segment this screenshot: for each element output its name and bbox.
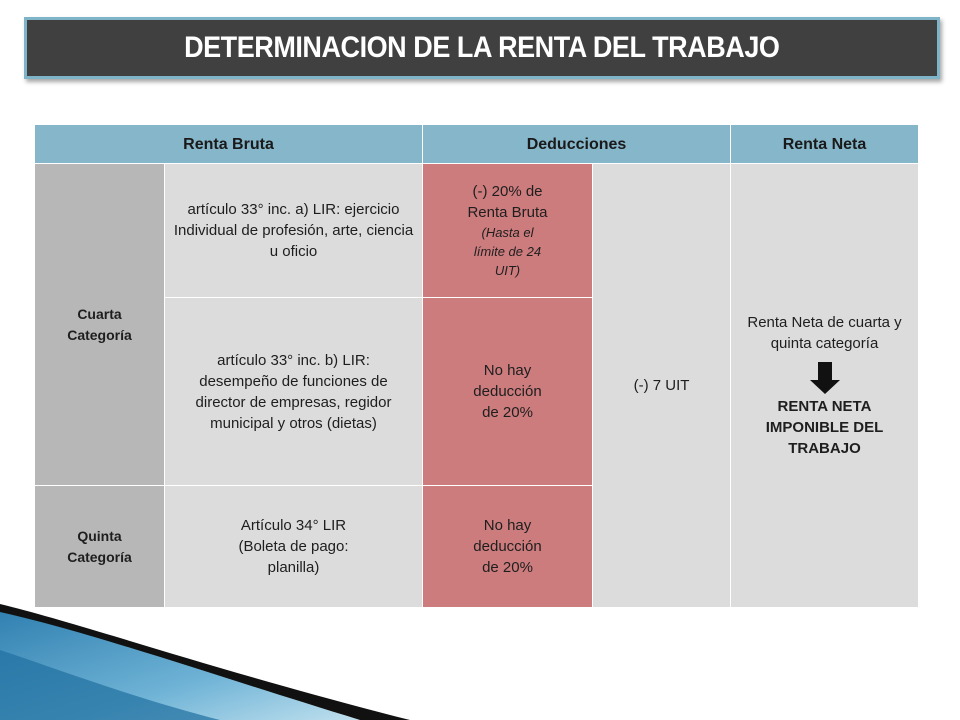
quinta-deduction: No hay deducción de 20% xyxy=(473,517,542,576)
cuarta-categoria-label: Cuarta Categoría xyxy=(67,305,132,343)
decorative-swoosh xyxy=(0,604,410,720)
renta-neta-text: Renta Neta de cuarta y quinta categoría xyxy=(747,314,902,352)
title-banner: DETERMINACION DE LA RENTA DEL TRABAJO xyxy=(24,17,940,79)
cuarta-b-text: artículo 33° inc. b) LIR: desempeño de f… xyxy=(195,351,392,432)
cuarta-a-deduction-note: (Hasta el límite de 24 UIT) xyxy=(473,225,542,278)
quinta-categoria-label: Quinta Categoría xyxy=(67,527,132,565)
cuarta-b-deduction-cell: No hay deducción de 20% xyxy=(422,297,593,486)
common-deduction-cell: (-) 7 UIT xyxy=(592,163,731,608)
renta-neta-result: RENTA NETA IMPONIBLE DEL TRABAJO xyxy=(765,398,884,457)
header-deducciones: Deducciones xyxy=(422,124,731,164)
table-row: Quinta Categoría Artículo 34° LIR (Bolet… xyxy=(34,485,919,608)
page-title: DETERMINACION DE LA RENTA DEL TRABAJO xyxy=(184,31,780,64)
quinta-deduction-cell: No hay deducción de 20% xyxy=(422,485,593,608)
renta-table: Renta Bruta Deducciones Renta Neta Cuart… xyxy=(34,124,919,608)
quinta-cell: Artículo 34° LIR (Boleta de pago: planil… xyxy=(164,485,423,608)
cuarta-a-text: artículo 33° inc. a) LIR: ejercicio Indi… xyxy=(173,201,414,260)
common-deduction: (-) 7 UIT xyxy=(633,377,690,394)
table-row: Cuarta Categoría artículo 33° inc. a) LI… xyxy=(34,163,919,608)
header-renta-neta: Renta Neta xyxy=(730,124,919,164)
cuarta-b-cell: artículo 33° inc. b) LIR: desempeño de f… xyxy=(164,297,423,486)
arrow-down-icon xyxy=(809,362,840,394)
quinta-text: Artículo 34° LIR (Boleta de pago: planil… xyxy=(238,517,349,576)
quinta-categoria-cell: Quinta Categoría xyxy=(34,485,165,608)
cuarta-b-deduction: No hay deducción de 20% xyxy=(473,362,542,421)
table-row: artículo 33° inc. b) LIR: desempeño de f… xyxy=(35,297,919,486)
renta-neta-cell: Renta Neta de cuarta y quinta categoría … xyxy=(730,163,919,608)
cuarta-a-deduction-cell: (-) 20% de Renta Bruta (Hasta el límite … xyxy=(422,163,593,298)
cuarta-a-cell: artículo 33° inc. a) LIR: ejercicio Indi… xyxy=(164,163,423,298)
cuarta-a-deduction: (-) 20% de Renta Bruta xyxy=(467,183,548,221)
cuarta-categoria-cell: Cuarta Categoría xyxy=(34,163,165,486)
header-row: Renta Bruta Deducciones Renta Neta xyxy=(34,124,919,164)
header-renta-bruta: Renta Bruta xyxy=(34,124,423,164)
